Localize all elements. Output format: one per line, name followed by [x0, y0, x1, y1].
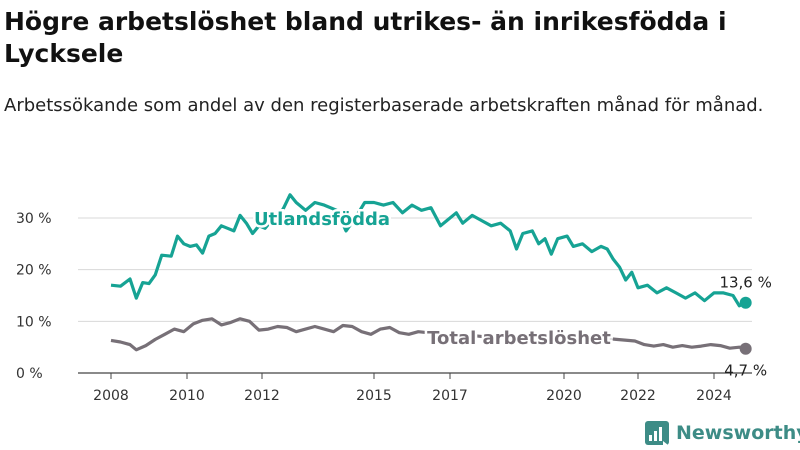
y-tick-label: 10 % — [16, 314, 52, 330]
newsworthy-brand: Newsworthy — [644, 418, 800, 448]
chart-title: Högre arbetslöshet bland utrikes- än inr… — [4, 7, 727, 68]
utlandsfodda-line — [110, 193, 747, 308]
chart-subtitle: Arbetssökande som andel av den registerb… — [4, 95, 764, 116]
x-tick-label: 2008 — [93, 388, 129, 404]
x-tick-label: 2020 — [546, 388, 582, 404]
x-tick-label: 2010 — [169, 388, 205, 404]
total-end-dot — [739, 342, 752, 355]
y-tick-label: 30 % — [16, 211, 52, 227]
brand-name: Newsworthy — [676, 422, 800, 444]
total-line — [110, 317, 747, 352]
total-series-label: Total arbetslöshet — [427, 328, 611, 349]
total-end-label: 4,7 % — [724, 362, 767, 380]
y-tick-label: 0 % — [16, 366, 43, 382]
x-tick-label: 2024 — [696, 388, 732, 404]
x-tick-label: 2015 — [356, 388, 392, 404]
utlandsfodda-series-label: Utlandsfödda — [254, 209, 390, 230]
x-axis: 2008 2010 2012 2015 2017 2020 2022 2024 — [78, 372, 752, 404]
bar-chart-logo-icon — [645, 421, 669, 445]
x-tick-label: 2017 — [432, 388, 468, 404]
series-lines — [110, 193, 752, 355]
utlandsfodda-end-label: 13,6 % — [719, 274, 771, 292]
y-tick-label: 20 % — [16, 263, 52, 279]
series-labels: 13,6 % 4,7 % Utlandsfödda Total arbetslöshe… — [251, 207, 771, 380]
x-tick-label: 2012 — [244, 388, 280, 404]
x-tick-label: 2022 — [620, 388, 656, 404]
utlandsfodda-end-dot — [739, 296, 752, 309]
grid-lines: 0 % 10 % 20 % 30 % — [16, 211, 752, 382]
